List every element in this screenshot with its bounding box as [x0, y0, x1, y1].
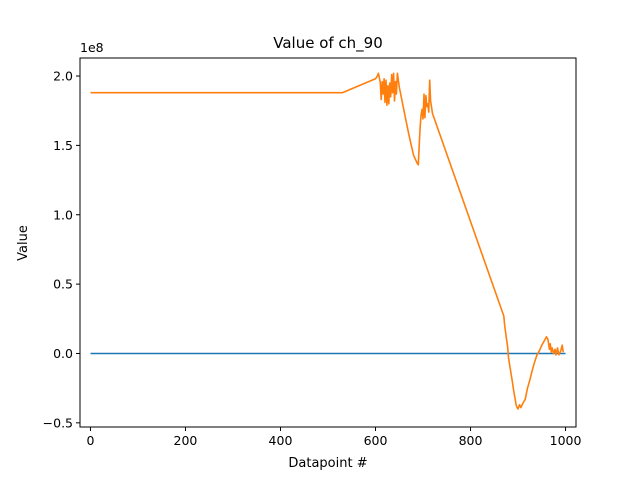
y-tick-label: 1.5 [53, 138, 73, 153]
y-tick-label: 2.0 [53, 69, 73, 84]
y-axis-label: Value [16, 225, 31, 261]
chart-title: Value of ch_90 [273, 34, 383, 53]
plot-frame [79, 57, 577, 428]
y-offset-label: 1e8 [80, 40, 104, 55]
x-axis: 0 200 400 600 800 1000 [86, 427, 582, 448]
x-tick-label: 0 [86, 433, 94, 448]
x-tick-label: 800 [459, 433, 483, 448]
y-tick-label: 1.0 [53, 207, 73, 222]
x-tick-label: 400 [269, 433, 293, 448]
x-tick-label: 200 [174, 433, 198, 448]
y-tick-label: 0.5 [53, 277, 73, 292]
y-tick-label: 0.0 [53, 346, 73, 361]
x-tick-label: 600 [364, 433, 388, 448]
x-tick-label: 1000 [550, 433, 582, 448]
series-line-1 [90, 72, 564, 410]
y-axis: −0.5 0.0 0.5 1.0 1.5 2.0 [43, 69, 80, 430]
x-axis-label: Datapoint # [288, 456, 367, 471]
series-layer [90, 72, 566, 410]
y-tick-label: −0.5 [43, 415, 73, 430]
